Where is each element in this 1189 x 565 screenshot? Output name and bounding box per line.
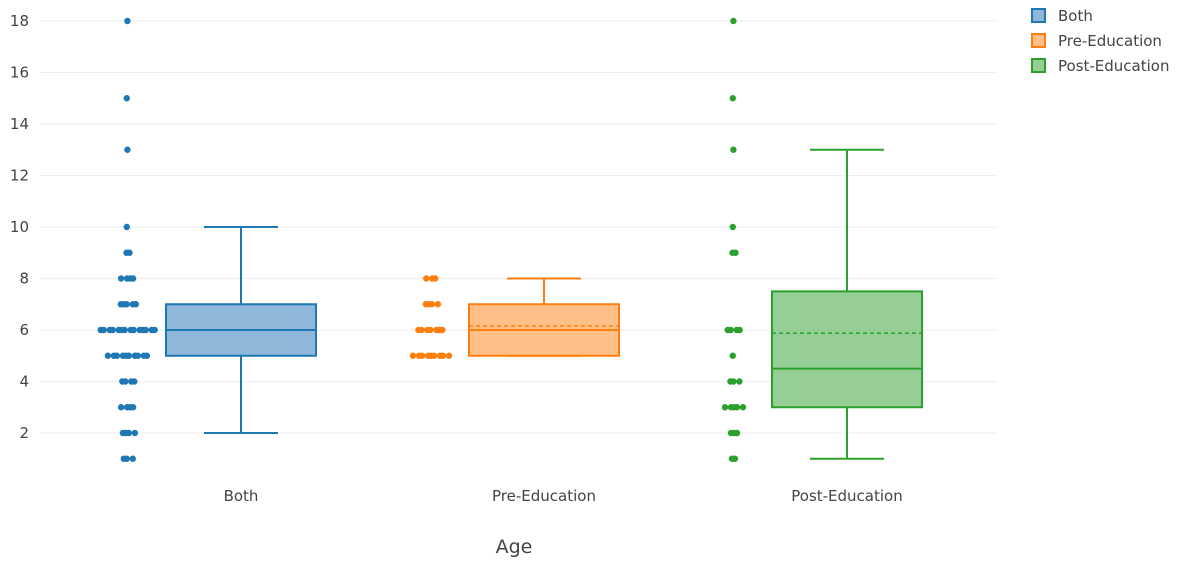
data-point — [131, 429, 139, 437]
data-point — [104, 352, 112, 359]
x-axis-title: Age — [496, 536, 533, 558]
data-point — [143, 352, 151, 359]
data-point — [418, 352, 426, 359]
data-point — [730, 146, 737, 153]
data-point — [132, 301, 139, 308]
data-point — [123, 455, 130, 462]
y-tick-label: 14 — [10, 115, 29, 133]
data-point — [142, 326, 149, 334]
data-point — [730, 17, 737, 25]
data-point — [418, 326, 425, 334]
data-point — [151, 326, 158, 334]
legend[interactable]: Both Pre-Education Post-Education — [1031, 7, 1169, 75]
data-point — [427, 326, 434, 334]
x-axis-ticks: Both Pre-Education Post-Education — [224, 487, 903, 505]
x-tick-label: Pre-Education — [492, 487, 596, 505]
y-tick-label: 10 — [10, 218, 29, 236]
data-point — [124, 17, 131, 25]
data-point — [423, 275, 430, 282]
data-point — [731, 455, 739, 462]
data-point — [729, 95, 736, 102]
data-point — [439, 326, 446, 334]
data-point — [732, 249, 739, 256]
data-point — [736, 378, 743, 385]
data-point — [130, 326, 137, 334]
y-tick-label: 4 — [19, 373, 29, 391]
x-tick-label: Both — [224, 487, 259, 505]
legend-swatch — [1031, 33, 1046, 48]
data-point — [125, 352, 133, 359]
data-points — [97, 17, 747, 462]
data-point — [430, 352, 438, 359]
points-post-education — [721, 17, 747, 462]
legend-label: Both — [1058, 7, 1093, 25]
data-point — [729, 223, 736, 231]
y-tick-label: 8 — [19, 270, 29, 288]
data-point — [134, 352, 142, 359]
data-point — [434, 301, 442, 308]
data-point — [109, 326, 116, 334]
data-point — [428, 301, 436, 308]
points-both — [97, 17, 158, 462]
box-post-education[interactable] — [771, 148, 923, 460]
x-tick-label: Post-Education — [791, 487, 902, 505]
data-point — [129, 404, 137, 411]
data-point — [123, 95, 130, 102]
y-tick-label: 12 — [10, 167, 29, 185]
data-point — [733, 429, 741, 437]
iqr-box — [771, 290, 923, 409]
data-point — [432, 275, 439, 282]
data-point — [736, 326, 743, 334]
box-pre-education[interactable] — [468, 277, 620, 357]
y-tick-label: 16 — [10, 64, 29, 82]
data-point — [121, 326, 128, 334]
data-point — [117, 275, 125, 282]
legend-item-post-education[interactable]: Post-Education — [1031, 57, 1169, 75]
y-axis-ticks: 2 4 6 8 10 12 14 16 18 — [10, 12, 29, 442]
data-point — [123, 223, 130, 231]
data-point — [131, 378, 138, 385]
data-point — [721, 404, 729, 411]
data-point — [439, 352, 447, 359]
data-point — [129, 275, 137, 282]
legend-swatch — [1031, 8, 1046, 23]
y-tick-label: 18 — [10, 12, 29, 30]
y-tick-label: 6 — [19, 321, 29, 339]
data-point — [125, 429, 133, 437]
data-point — [126, 249, 133, 256]
legend-item-pre-education[interactable]: Pre-Education — [1031, 32, 1162, 50]
points-pre-education — [409, 275, 453, 359]
legend-label: Pre-Education — [1058, 32, 1162, 50]
legend-item-both[interactable]: Both — [1031, 7, 1093, 25]
boxes — [165, 148, 923, 460]
data-point — [129, 455, 136, 462]
data-point — [733, 404, 741, 411]
data-point — [123, 301, 130, 308]
box-both[interactable] — [165, 226, 317, 434]
data-point — [729, 352, 736, 359]
data-point — [100, 326, 107, 334]
data-point — [445, 352, 453, 359]
data-point — [727, 326, 734, 334]
legend-swatch — [1031, 58, 1046, 73]
y-tick-label: 2 — [19, 424, 29, 442]
data-point — [409, 352, 417, 359]
data-point — [113, 352, 121, 359]
data-point — [739, 404, 747, 411]
legend-label: Post-Education — [1058, 57, 1169, 75]
data-point — [122, 378, 129, 385]
data-point — [124, 146, 131, 153]
data-point — [117, 404, 125, 411]
data-point — [730, 378, 737, 385]
